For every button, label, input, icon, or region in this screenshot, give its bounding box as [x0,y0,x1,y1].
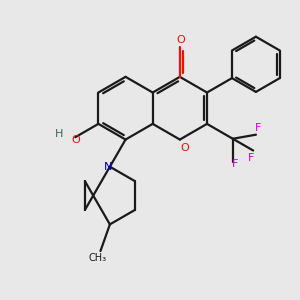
Text: F: F [255,123,261,133]
Text: N: N [104,162,112,172]
Text: O: O [176,35,185,46]
Text: O: O [181,143,190,153]
Text: CH₃: CH₃ [88,253,106,262]
Text: H: H [55,129,63,139]
Text: F: F [231,159,238,169]
Text: F: F [248,153,255,163]
Text: O: O [71,135,80,145]
